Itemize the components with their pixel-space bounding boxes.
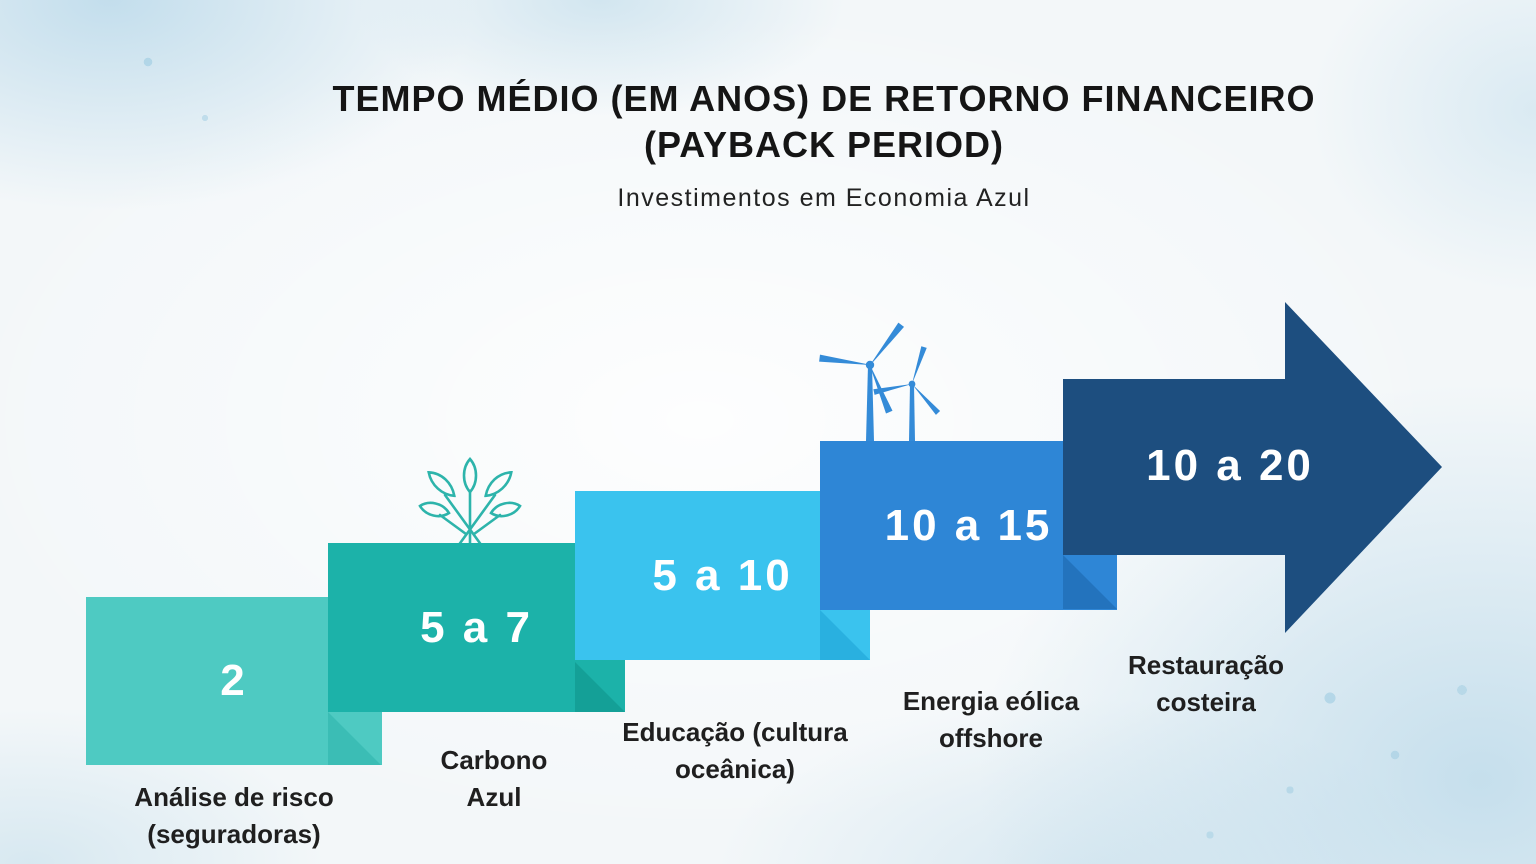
- step-value: 10 a 20: [1146, 441, 1314, 490]
- step-value: 10 a 15: [884, 500, 1053, 550]
- page-subtitle: Investimentos em Economia Azul: [617, 184, 1031, 212]
- step-label-line: Carbono: [440, 745, 548, 775]
- step-label-line: Azul: [466, 782, 522, 812]
- step-label-restauracao: Restauração costeira: [1128, 647, 1284, 721]
- sprout-icon: [418, 457, 522, 546]
- step-label-line: (seguradoras): [147, 819, 321, 849]
- step-value: 5 a 10: [652, 550, 793, 600]
- step-label-line: costeira: [1156, 687, 1256, 717]
- step-label-educacao: Educação (cultura oceânica): [622, 714, 847, 788]
- title-line-2: (PAYBACK PERIOD): [643, 124, 1005, 165]
- step-value: 5 a 7: [420, 602, 533, 652]
- step-block-restauracao-arrow: 10 a 20: [1063, 302, 1442, 633]
- wind-turbines-icon: [819, 322, 941, 441]
- step-label-line: Energia eólica: [902, 686, 1080, 716]
- step-label-line: offshore: [939, 723, 1043, 753]
- step-label-energia-eolica: Energia eólica offshore: [903, 683, 1079, 757]
- step-value: 2: [220, 656, 248, 705]
- page-title: TEMPO MÉDIO (EM ANOS) DE RETORNO FINANCE…: [332, 76, 1315, 168]
- title-line-1: TEMPO MÉDIO (EM ANOS) DE RETORNO FINANCE…: [332, 78, 1316, 119]
- step-label-line: Restauração: [1127, 650, 1285, 680]
- step-label-line: Análise de risco: [134, 782, 334, 812]
- step-label-analise-de-risco: Análise de risco (seguradoras): [134, 779, 333, 853]
- step-label-line: oceânica): [675, 754, 795, 784]
- step-label-line: Educação (cultura: [622, 717, 848, 747]
- step-label-carbono-azul: Carbono Azul: [441, 742, 548, 816]
